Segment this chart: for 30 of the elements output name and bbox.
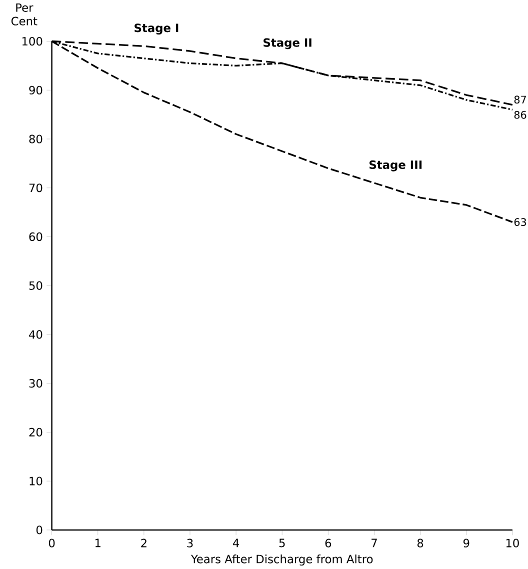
y-axis-title: Per Cent	[12, 3, 38, 26]
y-tick-label: 90	[29, 86, 42, 94]
x-tick-label: 4	[233, 538, 240, 548]
y-tick-label: 50	[29, 281, 42, 290]
data-label: 87	[514, 96, 526, 104]
y-tick-label: 80	[29, 134, 42, 144]
x-tick-label: 3	[187, 538, 193, 548]
y-tick-label: 30	[29, 379, 42, 388]
y-tick-label: 70	[29, 184, 42, 192]
x-axis-title: Years After Discharge from Altro	[190, 554, 373, 566]
series-label: Stage III	[370, 160, 422, 172]
x-tick-label: 6	[325, 538, 332, 548]
x-tick-label: 10	[506, 538, 519, 548]
y-tick-label: 0	[36, 526, 42, 534]
series-label: Stage II	[264, 38, 312, 50]
y-tick-label: 10	[30, 476, 42, 486]
x-tick-label: 8	[418, 538, 424, 548]
y-tick-label: 20	[29, 428, 42, 437]
data-label: 86	[514, 110, 526, 119]
data-label: 63	[514, 218, 526, 226]
x-tick-label: 0	[48, 538, 55, 548]
y-tick-label: 60	[29, 232, 42, 242]
x-tick-label: 2	[141, 538, 146, 548]
x-tick-label: 9	[464, 538, 470, 548]
series-label: Stage I	[134, 24, 178, 34]
x-tick-label: 1	[96, 538, 100, 548]
x-tick-label: 7	[372, 538, 377, 548]
x-tick-label: 5	[279, 538, 285, 548]
y-tick-label: 40	[29, 330, 42, 339]
y-tick-label: 100	[22, 36, 42, 46]
